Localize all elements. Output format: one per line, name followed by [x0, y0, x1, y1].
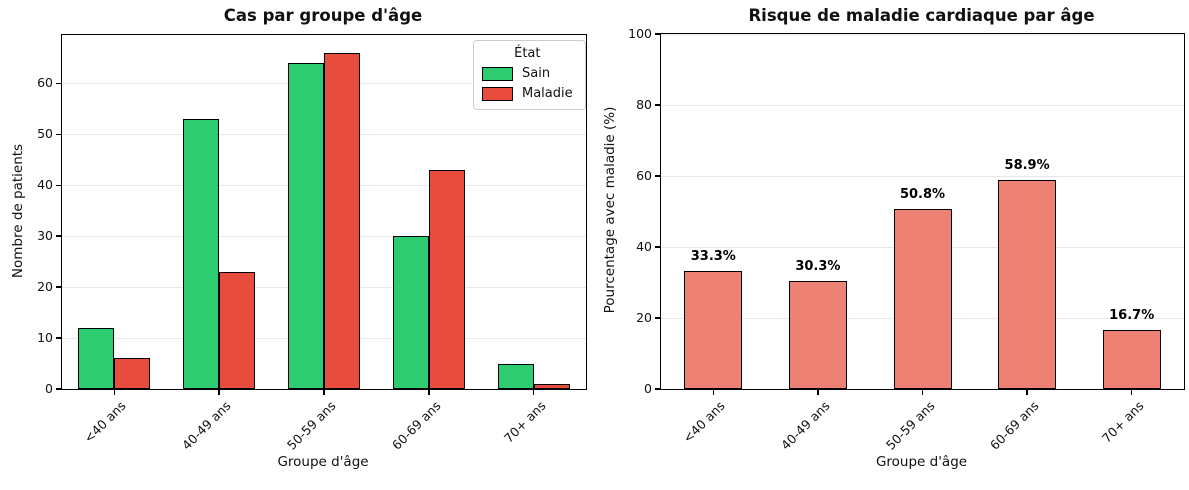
y-tick-label: 100	[628, 26, 652, 41]
y-tick-label: 60	[37, 75, 53, 91]
y-tick-mark	[655, 388, 661, 390]
bar	[1102, 329, 1161, 389]
bar	[183, 119, 220, 389]
y-tick-mark	[56, 133, 62, 136]
y-tick-label: 40	[636, 239, 652, 254]
legend: État Sain Maladie	[473, 40, 586, 110]
legend-title: État	[514, 46, 541, 61]
y-axis-label: Pourcentage avec maladie (%)	[602, 106, 618, 314]
bar	[533, 383, 570, 389]
y-tick-label: 0	[644, 381, 652, 396]
y-tick-label: 60	[636, 168, 652, 183]
chart-title: Cas par groupe d'âge	[223, 6, 423, 25]
bar	[219, 271, 256, 389]
y-tick-mark	[655, 317, 661, 319]
y-tick-label: 30	[37, 228, 53, 244]
x-tick-mark	[113, 389, 116, 395]
bar-value-label: 30.3%	[795, 259, 841, 275]
chart-title: Risque de maladie cardiaque par âge	[748, 6, 1095, 25]
x-tick-mark	[921, 389, 924, 395]
bar	[324, 52, 360, 389]
bar	[788, 281, 847, 389]
bar	[998, 179, 1057, 389]
y-tick-label: 20	[37, 279, 53, 295]
gridline	[661, 104, 1184, 106]
y-tick-mark	[56, 184, 62, 186]
y-tick-mark	[56, 82, 62, 85]
legend-entry-maladie: Maladie	[482, 86, 573, 101]
y-tick-label: 10	[37, 330, 53, 346]
bar	[114, 358, 151, 389]
bar-value-label: 58.9%	[1004, 157, 1050, 173]
legend-swatch-maladie	[482, 86, 513, 101]
y-tick-mark	[655, 33, 661, 35]
x-tick-mark	[1130, 389, 1133, 395]
bar	[428, 169, 465, 389]
bar	[78, 327, 115, 389]
y-tick-label: 40	[37, 177, 53, 193]
y-tick-mark	[56, 235, 62, 237]
y-tick-mark	[655, 175, 661, 177]
bar	[497, 363, 534, 389]
bar	[288, 63, 324, 389]
x-tick-mark	[532, 389, 535, 395]
y-tick-mark	[56, 286, 62, 288]
y-tick-mark	[56, 388, 62, 390]
y-tick-mark	[655, 104, 661, 106]
bar-value-label: 16.7%	[1109, 307, 1155, 323]
x-tick-mark	[428, 389, 430, 395]
x-axis-label: Groupe d'âge	[277, 454, 369, 470]
bar	[684, 270, 743, 389]
y-tick-mark	[56, 337, 62, 339]
x-tick-label: <40 ans	[680, 398, 728, 446]
gridline	[661, 33, 1184, 35]
legend-label: Sain	[522, 66, 551, 81]
x-tick-mark	[218, 389, 220, 395]
bar-value-label: 50.8%	[899, 186, 946, 202]
legend-swatch-sain	[482, 66, 513, 81]
y-tick-label: 50	[37, 126, 53, 142]
x-tick-mark	[817, 389, 819, 395]
bar	[893, 208, 952, 389]
bar-value-label: 33.3%	[690, 248, 736, 264]
legend-entry-sain: Sain	[482, 66, 573, 81]
y-tick-mark	[655, 246, 661, 248]
bar	[392, 236, 429, 389]
y-tick-label: 80	[636, 97, 652, 112]
x-tick-mark	[323, 389, 325, 395]
plot-area: 0 20 40 60 80 100 <40 ans 40-49 ans 50-59 ans 60-…	[628, 26, 1185, 453]
x-axis-label: Groupe d'âge	[875, 454, 968, 470]
y-tick-label: 0	[45, 381, 53, 396]
gridline	[661, 175, 1184, 177]
y-tick-label: 20	[636, 310, 652, 325]
x-tick-mark	[712, 389, 715, 395]
legend-entries: Sain Maladie	[482, 66, 573, 101]
x-tick-mark	[1026, 389, 1028, 395]
legend-label: Maladie	[522, 86, 573, 101]
